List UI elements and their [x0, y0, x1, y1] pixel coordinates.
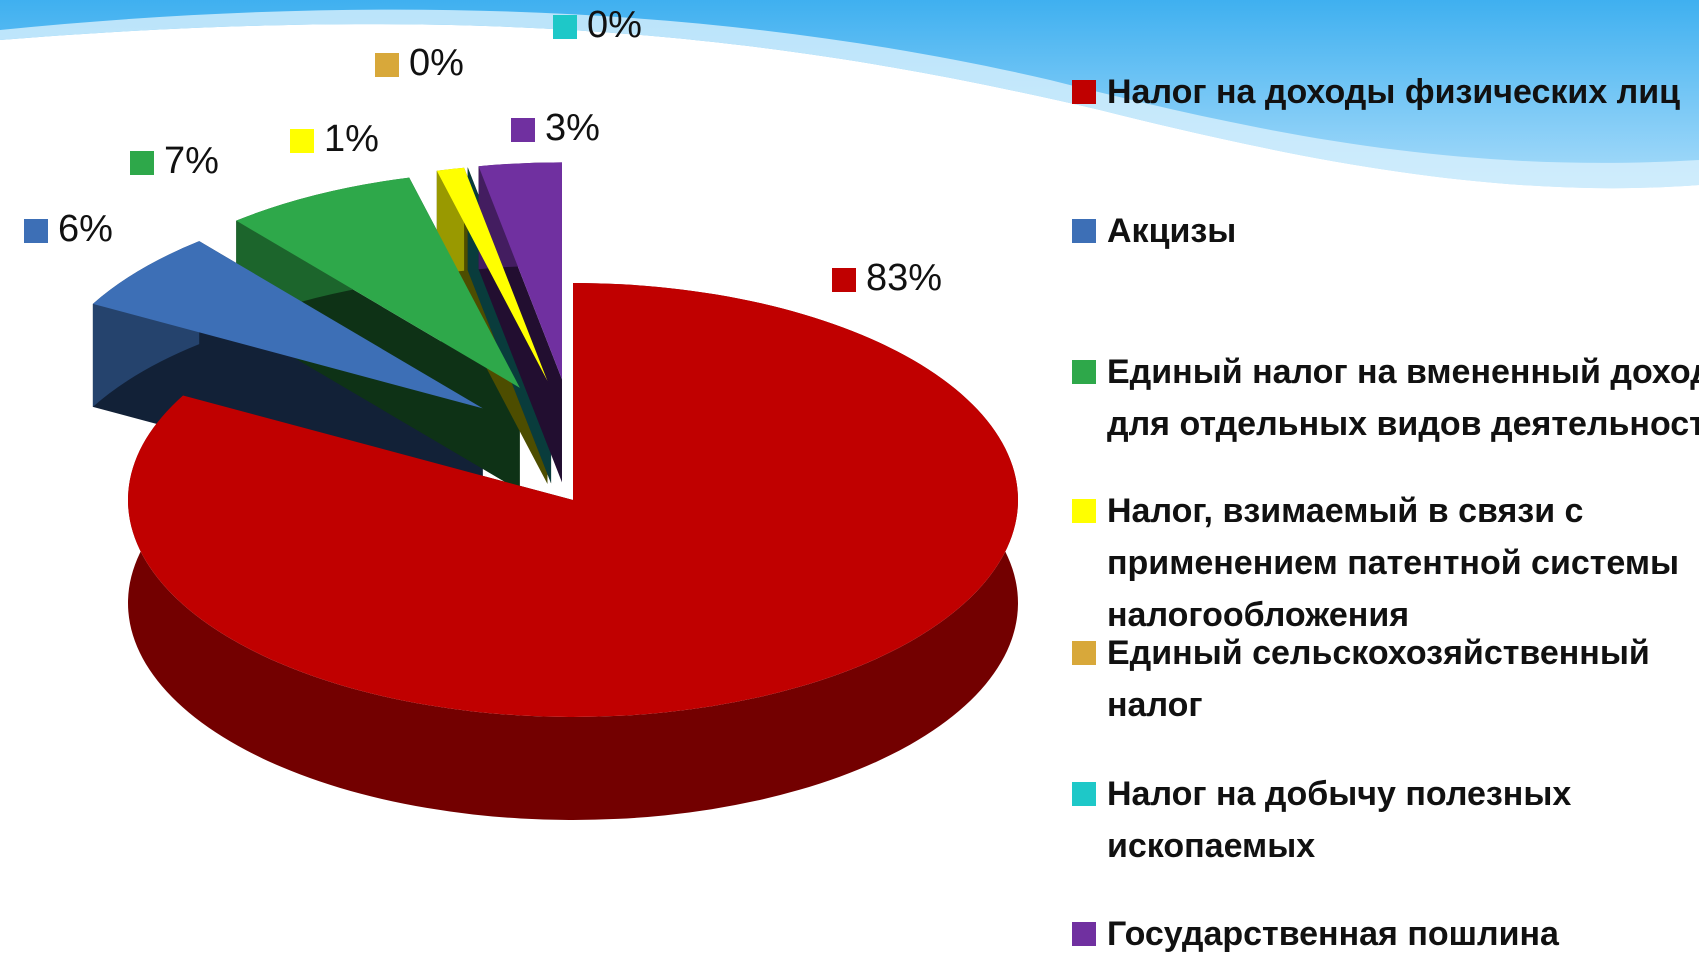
- data-label: 1%: [324, 118, 379, 160]
- legend-item: Единый налог на вмененный доход для отде…: [1072, 346, 1699, 450]
- legend-item: Налог на добычу полезных ископаемых: [1072, 768, 1699, 872]
- label-swatch: [24, 219, 48, 243]
- legend-label: Налог на добычу полезных ископаемых: [1107, 775, 1571, 865]
- legend-label: Единый налог на вмененный доход для отде…: [1107, 353, 1699, 443]
- data-label: 3%: [545, 107, 600, 149]
- legend-label: Налог на доходы физических лиц: [1107, 73, 1680, 111]
- legend-swatch: [1072, 80, 1096, 104]
- legend-item: Акцизы: [1072, 205, 1699, 257]
- legend-label: Акцизы: [1107, 212, 1236, 250]
- legend-swatch: [1072, 641, 1096, 665]
- legend-swatch: [1072, 922, 1096, 946]
- data-label: 0%: [587, 4, 642, 46]
- label-swatch: [375, 53, 399, 77]
- label-swatch: [553, 15, 577, 39]
- slide: 83% 6% 7% 1% 0% 0% 3% Налог на доходы физическ…: [0, 0, 1699, 953]
- data-label: 7%: [164, 140, 219, 182]
- legend-swatch: [1072, 219, 1096, 243]
- label-swatch: [130, 151, 154, 175]
- legend-item: Государственная пошлина: [1072, 908, 1699, 953]
- label-swatch: [290, 129, 314, 153]
- legend-swatch: [1072, 360, 1096, 384]
- data-label: 6%: [58, 208, 113, 250]
- legend-swatch: [1072, 499, 1096, 523]
- legend-item: Налог, взимаемый в связи с применением п…: [1072, 485, 1699, 641]
- label-swatch: [832, 268, 856, 292]
- legend-label: Единый сельскохозяйственный налог: [1107, 634, 1650, 724]
- data-label: 0%: [409, 42, 464, 84]
- legend-swatch: [1072, 782, 1096, 806]
- legend-label: Государственная пошлина: [1107, 915, 1559, 953]
- legend-label: Налог, взимаемый в связи с применением п…: [1107, 492, 1679, 634]
- label-swatch: [511, 118, 535, 142]
- legend-item: Налог на доходы физических лиц: [1072, 66, 1699, 118]
- data-label: 83%: [866, 257, 942, 299]
- legend-item: Единый сельскохозяйственный налог: [1072, 627, 1699, 731]
